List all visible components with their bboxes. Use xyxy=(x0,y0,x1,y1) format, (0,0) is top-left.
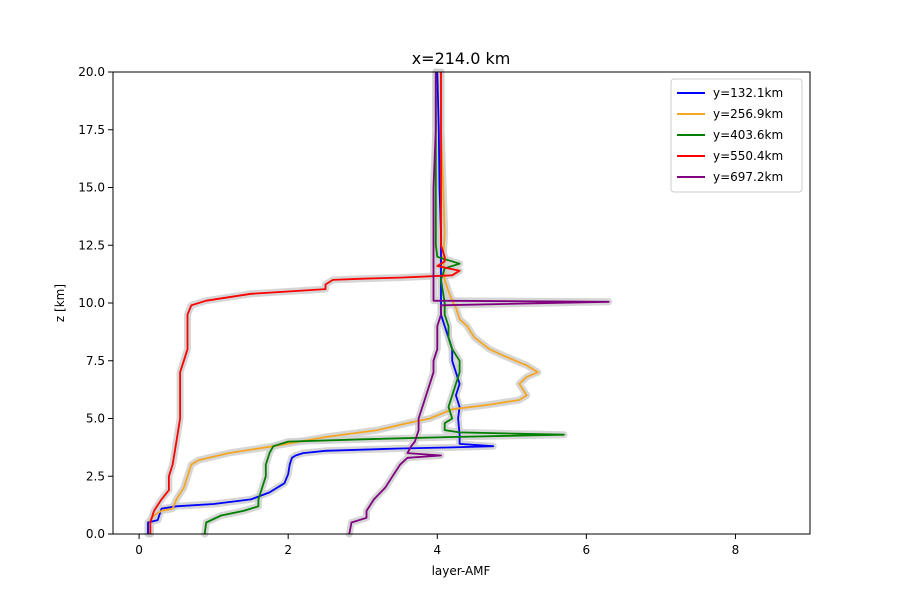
y-tick-label: 10.0 xyxy=(78,296,105,310)
x-axis-label: layer-AMF xyxy=(432,564,491,578)
y-tick-label: 5.0 xyxy=(86,412,105,426)
series-line-1 xyxy=(147,71,495,534)
x-axis: 0 2 4 6 8 xyxy=(135,534,739,557)
series-line-2 xyxy=(149,72,539,534)
series-line-4 xyxy=(149,72,461,534)
y-tick-label: 7.5 xyxy=(86,354,105,368)
y-axis: 0.0 2.5 5.0 7.5 10.0 12.5 15.0 17.5 20.0 xyxy=(78,65,113,541)
series-line-5 xyxy=(348,72,610,535)
legend-entry-label: y=697.2km xyxy=(713,170,783,184)
legend-entry-label: y=256.9km xyxy=(713,107,783,121)
legend-entry-label: y=403.6km xyxy=(713,128,783,142)
plot-area xyxy=(112,68,811,538)
y-tick-label: 0.0 xyxy=(86,527,105,541)
series-lines xyxy=(147,71,610,535)
legend-box xyxy=(670,78,803,193)
chart-title: x=214.0 km xyxy=(412,49,511,68)
x-tick-label: 2 xyxy=(284,543,292,557)
x-tick-label: 6 xyxy=(583,543,591,557)
x-tick-label: 0 xyxy=(135,543,143,557)
y-tick-label: 2.5 xyxy=(86,469,105,483)
y-tick-label: 12.5 xyxy=(78,238,105,252)
legend-entry-label: y=132.1km xyxy=(713,86,783,100)
legend-entry-label: y=550.4km xyxy=(713,149,783,163)
x-tick-label: 4 xyxy=(433,543,441,557)
x-tick-label: 8 xyxy=(732,543,740,557)
y-tick-label: 15.0 xyxy=(78,181,105,195)
y-axis-label: z [km] xyxy=(53,284,67,322)
legend: y=132.1km y=256.9km y=403.6km y=550.4km y=69… xyxy=(670,78,803,193)
y-tick-label: 20.0 xyxy=(78,65,105,79)
y-tick-label: 17.5 xyxy=(78,123,105,137)
